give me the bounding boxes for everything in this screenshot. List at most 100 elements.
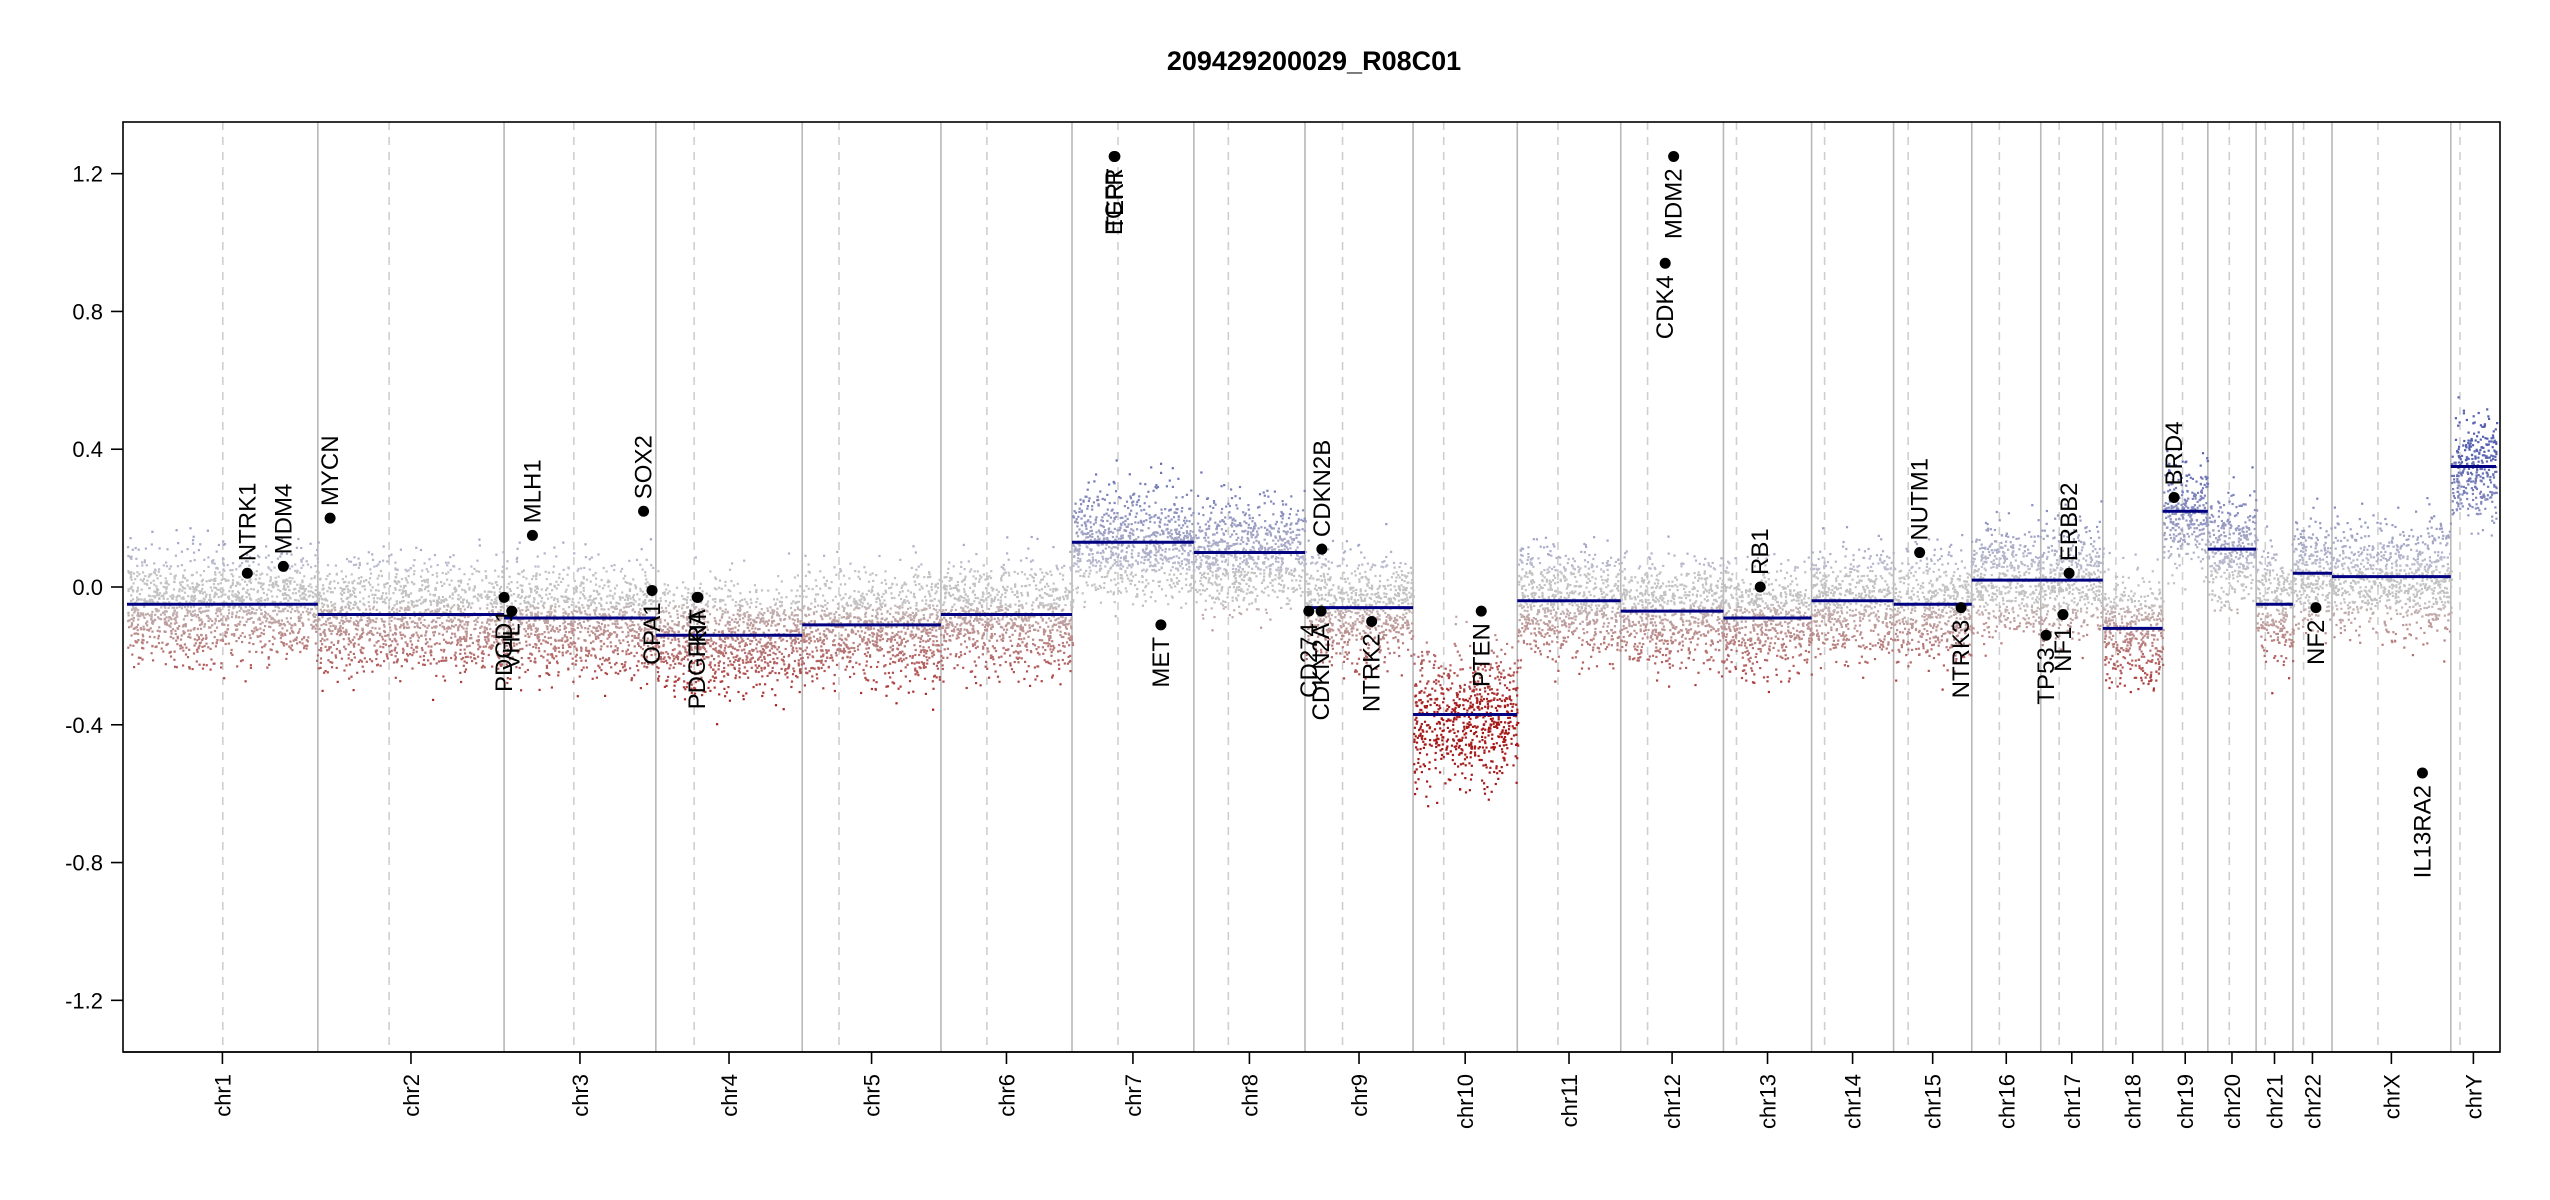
probe-point: [328, 646, 331, 649]
probe-point: [881, 629, 884, 633]
probe-point: [808, 638, 811, 641]
probe-point: [637, 633, 641, 636]
probe-point: [195, 571, 198, 574]
probe-point: [807, 563, 810, 566]
probe-point: [202, 600, 205, 603]
probe-point: [633, 674, 636, 677]
probe-point: [574, 588, 577, 591]
probe-point: [833, 689, 836, 693]
probe-point: [593, 648, 596, 651]
probe-point: [193, 638, 196, 641]
probe-point: [464, 590, 467, 593]
probe-point: [564, 640, 567, 643]
probe-point: [489, 602, 492, 605]
probe-point: [796, 618, 799, 621]
probe-point: [289, 647, 292, 650]
probe-point: [534, 630, 537, 633]
probe-point: [780, 604, 783, 607]
probe-point: [794, 624, 797, 627]
probe-point: [630, 677, 633, 680]
probe-point: [288, 576, 291, 579]
probe-point: [427, 624, 430, 627]
probe-point: [186, 548, 189, 551]
probe-point: [418, 589, 421, 592]
probe-point: [378, 560, 381, 563]
probe-point: [705, 592, 708, 595]
probe-point: [749, 614, 752, 617]
probe-point: [703, 657, 706, 660]
probe-point: [133, 611, 136, 614]
probe-point: [671, 630, 674, 633]
probe-point: [284, 592, 287, 595]
probe-point: [643, 613, 646, 616]
probe-point: [268, 663, 271, 666]
probe-point: [416, 604, 419, 607]
probe-point: [455, 589, 458, 592]
probe-point: [778, 600, 781, 603]
probe-point: [184, 606, 187, 609]
probe-point: [268, 625, 271, 628]
probe-point: [435, 601, 438, 604]
probe-point: [153, 583, 156, 586]
probe-point: [400, 637, 403, 640]
probe-point: [749, 621, 753, 624]
probe-point: [611, 622, 614, 625]
probe-point: [729, 595, 732, 598]
probe-point: [158, 630, 161, 633]
probe-point: [532, 624, 535, 627]
probe-point: [371, 619, 374, 622]
probe-point: [639, 563, 642, 566]
probe-point: [678, 605, 681, 608]
probe-point: [536, 587, 539, 590]
probe-point: [919, 618, 922, 621]
probe-point: [863, 566, 866, 569]
probe-point: [241, 578, 244, 581]
probe-point: [593, 626, 596, 629]
probe-point: [724, 624, 727, 627]
probe-point: [352, 652, 355, 655]
probe-point: [155, 574, 158, 577]
probe-point: [353, 656, 356, 659]
probe-point: [914, 673, 917, 676]
probe-point: [719, 607, 722, 610]
probe-point: [662, 609, 665, 612]
probe-point: [675, 654, 678, 657]
probe-point: [193, 587, 197, 590]
probe-point: [490, 644, 493, 647]
probe-point: [369, 589, 373, 592]
probe-point: [753, 635, 756, 638]
probe-point: [252, 588, 255, 591]
probe-point: [165, 621, 168, 624]
probe-point: [795, 628, 798, 631]
probe-point: [720, 651, 723, 654]
probe-point: [350, 659, 353, 662]
probe-point: [643, 662, 646, 665]
probe-point: [270, 616, 273, 619]
probe-point: [176, 636, 179, 639]
probe-point: [692, 638, 695, 641]
probe-point: [789, 606, 793, 610]
probe-point: [405, 660, 409, 663]
probe-point: [865, 654, 868, 658]
probe-point: [460, 637, 463, 641]
probe-point: [764, 683, 767, 686]
probe-point: [326, 671, 329, 674]
probe-point: [393, 637, 396, 640]
probe-point: [379, 664, 382, 667]
probe-point: [207, 556, 210, 559]
probe-point: [564, 630, 567, 634]
probe-point: [205, 642, 208, 645]
probe-point: [528, 623, 531, 626]
probe-point: [743, 666, 746, 669]
probe-point: [799, 657, 803, 660]
probe-point: [332, 615, 335, 618]
probe-point: [541, 604, 545, 607]
probe-point: [405, 579, 408, 582]
probe-point: [890, 620, 893, 623]
probe-point: [245, 613, 248, 616]
probe-point: [465, 639, 468, 642]
probe-point: [723, 687, 726, 690]
probe-point: [741, 638, 744, 641]
probe-point: [745, 600, 748, 604]
probe-point: [134, 626, 137, 629]
